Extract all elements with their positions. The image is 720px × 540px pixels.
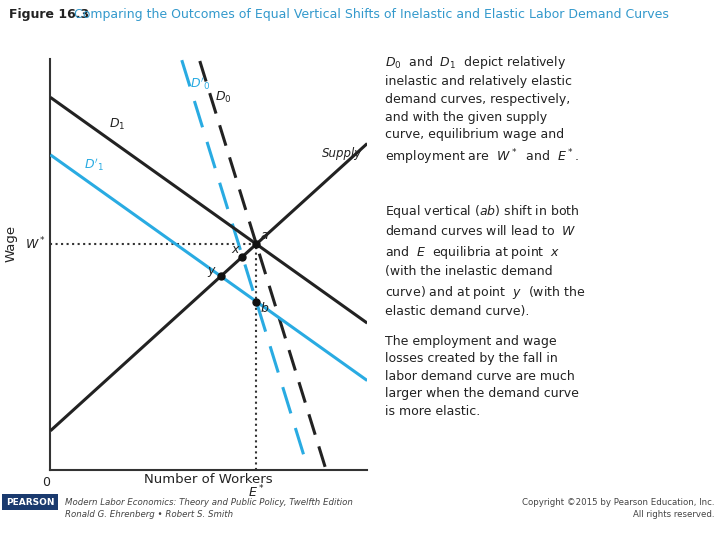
Text: Equal vertical ($ab$) shift in both
demand curves will lead to  $W$
and  $E$  eq: Equal vertical ($ab$) shift in both dema… — [385, 202, 585, 318]
Text: Copyright ©2015 by Pearson Education, Inc.
All rights reserved.: Copyright ©2015 by Pearson Education, In… — [522, 498, 714, 519]
X-axis label: Number of Workers: Number of Workers — [145, 472, 273, 485]
Text: Figure 16.3: Figure 16.3 — [9, 8, 89, 21]
Text: $D_0$  and  $D_1$  depict relatively
inelastic and relatively elastic
demand cur: $D_0$ and $D_1$ depict relatively inelas… — [385, 54, 579, 167]
Text: $D_1$: $D_1$ — [109, 117, 125, 132]
Text: $a$: $a$ — [260, 229, 269, 242]
Text: Modern Labor Economics: Theory and Public Policy, Twelfth Edition
Ronald G. Ehre: Modern Labor Economics: Theory and Publi… — [65, 498, 353, 519]
Text: $E^*$: $E^*$ — [248, 484, 265, 501]
Text: PEARSON: PEARSON — [6, 498, 54, 507]
Text: Wage: Wage — [4, 225, 17, 261]
Text: The employment and wage
losses created by the fall in
labor demand curve are muc: The employment and wage losses created b… — [385, 335, 579, 418]
Text: $D'_0$: $D'_0$ — [190, 76, 210, 92]
Text: Supply: Supply — [322, 147, 362, 160]
Text: $D_0$: $D_0$ — [215, 90, 232, 105]
Text: $b$: $b$ — [260, 301, 269, 315]
Text: $W^*$: $W^*$ — [24, 236, 45, 252]
Text: 0: 0 — [42, 476, 50, 489]
Text: $y$: $y$ — [207, 265, 217, 279]
Text: $x$: $x$ — [231, 244, 241, 256]
Text: $D'_1$: $D'_1$ — [84, 157, 104, 173]
Text: Comparing the Outcomes of Equal Vertical Shifts of Inelastic and Elastic Labor D: Comparing the Outcomes of Equal Vertical… — [66, 8, 669, 21]
